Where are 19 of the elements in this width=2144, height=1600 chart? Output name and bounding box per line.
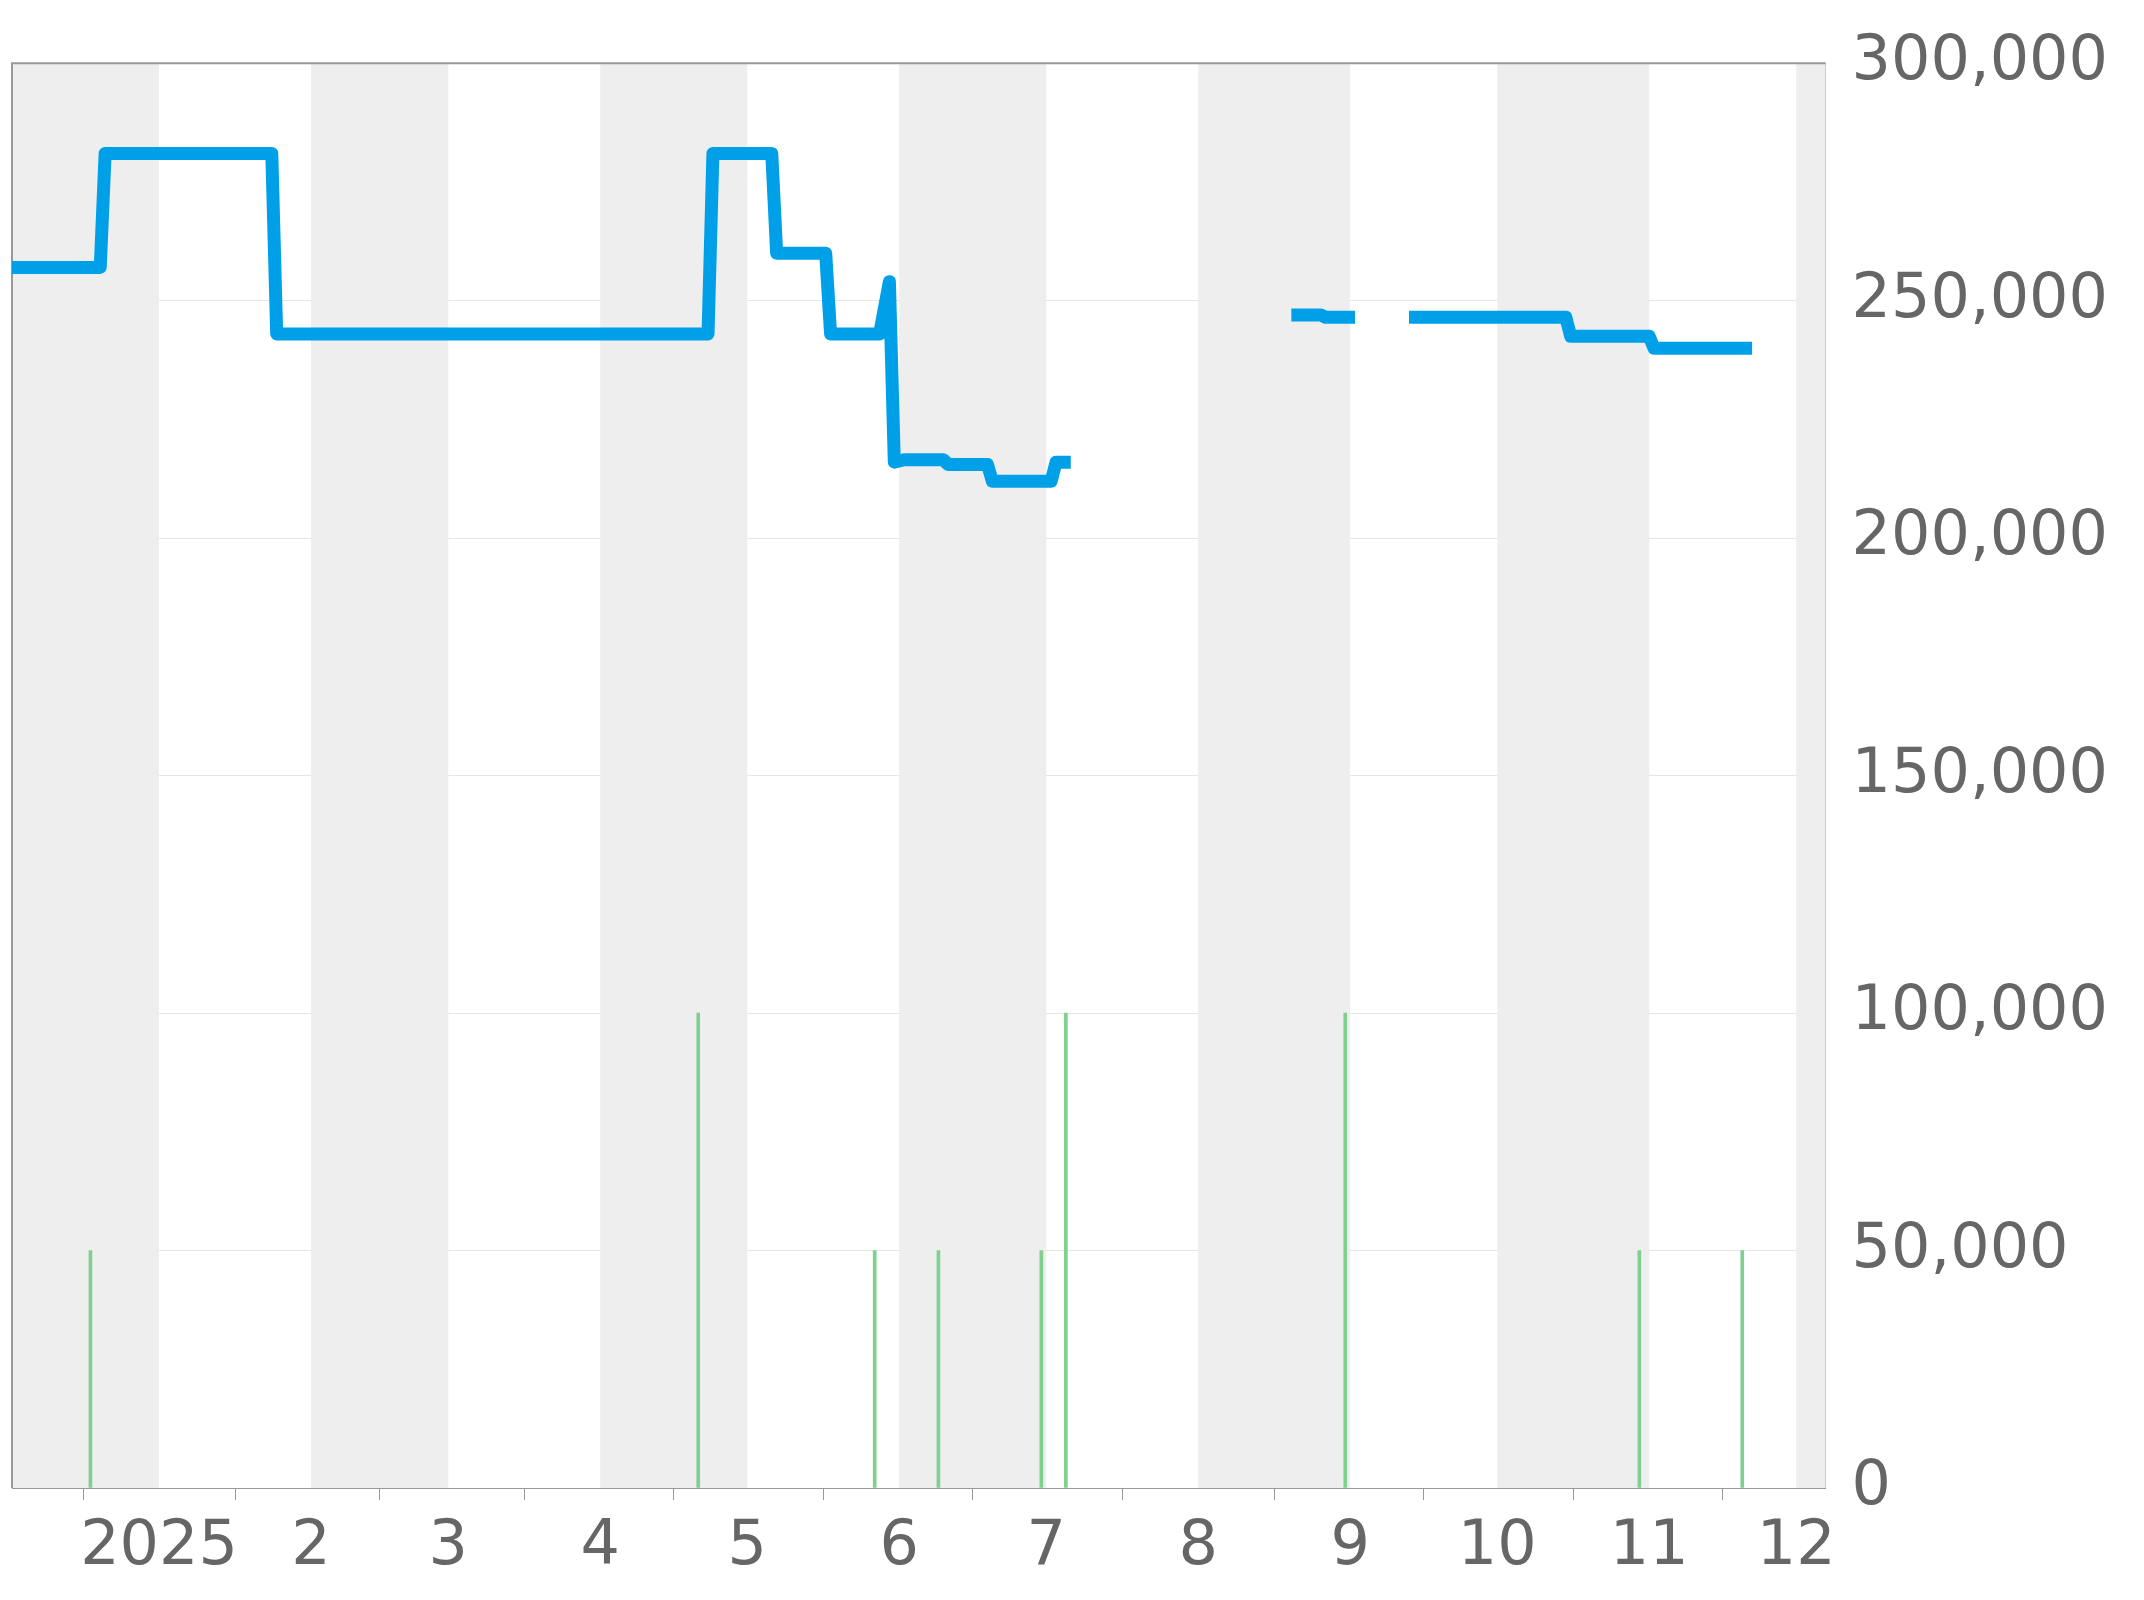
x-tick-label: 7 bbox=[1026, 1506, 1066, 1580]
x-tick-label: 8 bbox=[1178, 1506, 1218, 1580]
y-tick-label: 200,000 bbox=[1851, 496, 2108, 570]
x-tick-label: 5 bbox=[727, 1506, 767, 1580]
x-tick-label: 3 bbox=[428, 1506, 468, 1580]
x-tick-label: 11 bbox=[1609, 1506, 1689, 1580]
y-tick-label: 300,000 bbox=[1851, 21, 2108, 95]
x-tick-label: 12 bbox=[1756, 1506, 1836, 1580]
x-tick-label: 6 bbox=[879, 1506, 919, 1580]
y-tick-label: 50,000 bbox=[1851, 1208, 2069, 1282]
x-tick-label: 9 bbox=[1330, 1506, 1370, 1580]
y-tick-label: 100,000 bbox=[1851, 971, 2108, 1045]
x-tick-label: 4 bbox=[580, 1506, 620, 1580]
y-tick-label: 250,000 bbox=[1851, 258, 2108, 332]
x-tick-label: 2 bbox=[291, 1506, 331, 1580]
x-tick-label: 2025 bbox=[80, 1506, 238, 1580]
x-tick-label: 10 bbox=[1457, 1506, 1537, 1580]
y-tick-label: 150,000 bbox=[1851, 733, 2108, 807]
y-tick-label: 0 bbox=[1851, 1446, 1892, 1520]
